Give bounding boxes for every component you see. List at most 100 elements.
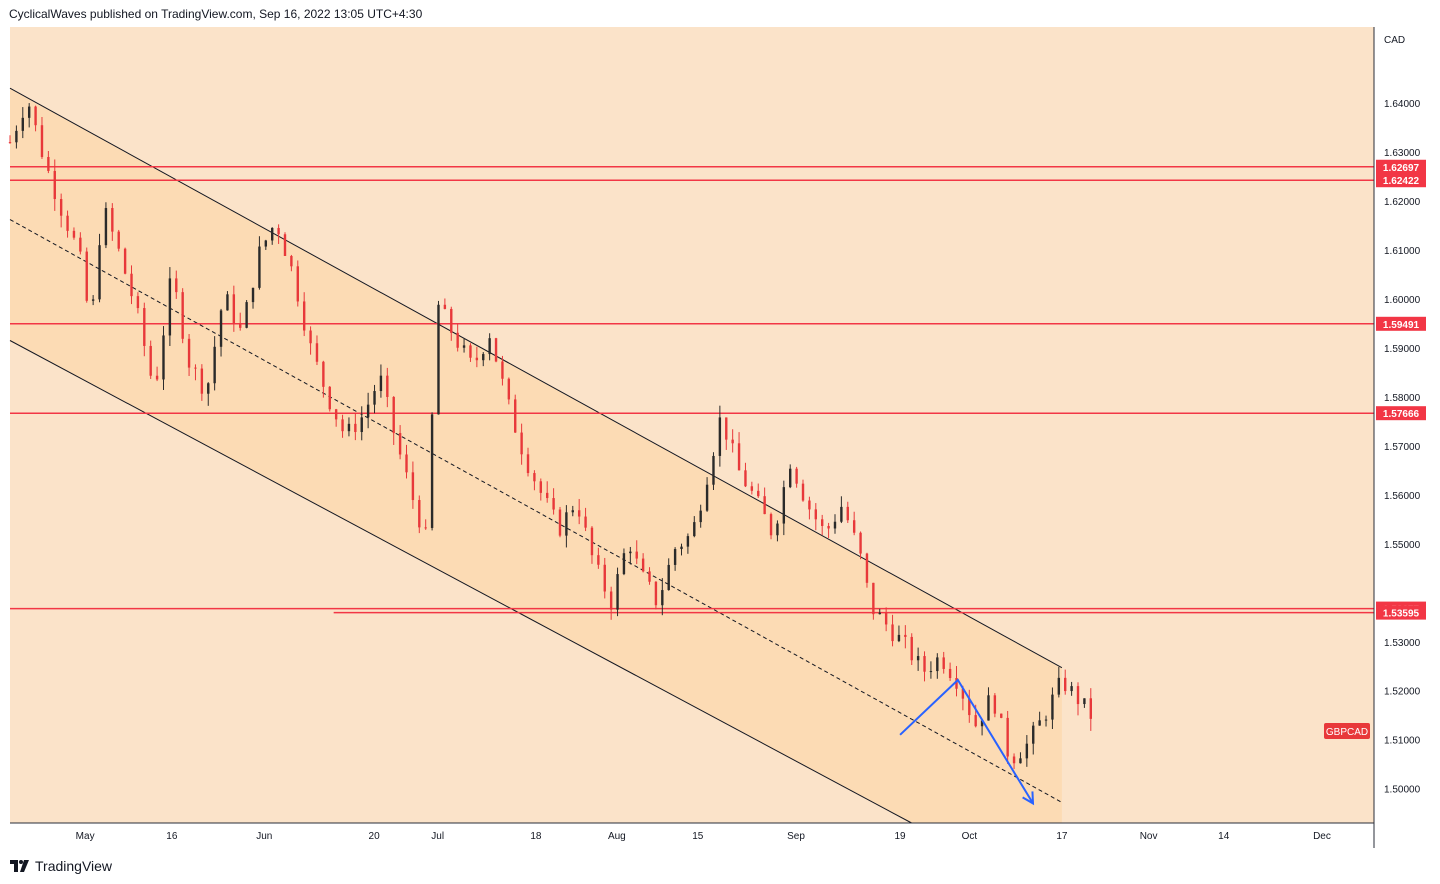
candle-body bbox=[66, 215, 69, 231]
price-tick-label: 1.58000 bbox=[1384, 393, 1421, 404]
candle-body bbox=[239, 323, 242, 328]
candle-body bbox=[789, 468, 792, 488]
time-tick-label: Aug bbox=[608, 831, 626, 842]
candle-body bbox=[130, 273, 133, 297]
candle-body bbox=[629, 551, 632, 554]
publisher-header: CyclicalWaves published on TradingView.c… bbox=[9, 7, 423, 21]
candle-body bbox=[725, 417, 728, 440]
candle-body bbox=[123, 248, 127, 274]
price-tick-label: 1.57000 bbox=[1384, 442, 1421, 453]
candle-body bbox=[884, 612, 888, 625]
level-labels: 1.626971.624221.594911.576661.536771.535… bbox=[1376, 159, 1426, 620]
candle-body bbox=[1019, 758, 1022, 764]
candle-body bbox=[398, 433, 402, 455]
time-tick-label: Dec bbox=[1313, 831, 1331, 842]
candle-body bbox=[450, 308, 453, 333]
candle-body bbox=[948, 668, 952, 679]
candle-body bbox=[936, 657, 939, 672]
symbol-label: GBPCAD bbox=[1326, 727, 1368, 738]
candle-body bbox=[98, 245, 101, 300]
candle-body bbox=[15, 130, 18, 143]
channel-fill bbox=[10, 88, 1062, 823]
candle-body bbox=[705, 484, 709, 511]
candle-body bbox=[482, 354, 485, 361]
candle-body bbox=[91, 299, 95, 301]
candle-body bbox=[354, 423, 357, 433]
candle-body bbox=[757, 490, 760, 497]
candle-body bbox=[923, 656, 926, 672]
candle-body bbox=[328, 386, 331, 410]
candle-body bbox=[1076, 686, 1080, 705]
candle-body bbox=[820, 519, 824, 526]
candle-body bbox=[27, 106, 31, 118]
level-lines bbox=[10, 166, 1374, 614]
candle-body bbox=[379, 375, 383, 392]
candle-body bbox=[891, 624, 894, 642]
level-label: 1.59491 bbox=[1383, 320, 1420, 331]
candle-body bbox=[418, 500, 421, 528]
candle-body bbox=[72, 230, 76, 238]
time-tick-label: May bbox=[76, 831, 95, 842]
candle-body bbox=[673, 549, 677, 565]
candle-body bbox=[667, 564, 670, 591]
time-axis[interactable]: May 16 Jun 20 Jul 18 Aug 15 Sep 19 Oct 17 Nov 14 Dec bbox=[76, 831, 1331, 842]
level-label-bg bbox=[1376, 159, 1426, 174]
candle-body bbox=[430, 414, 434, 528]
candle-body bbox=[219, 310, 223, 347]
candle-body bbox=[622, 553, 626, 575]
candle-body bbox=[859, 532, 862, 554]
price-tick-label: 1.61000 bbox=[1384, 246, 1421, 257]
candle-body bbox=[1038, 720, 1041, 726]
candle-body bbox=[520, 432, 523, 455]
forecast-arrow-line bbox=[899, 678, 1034, 804]
candle-body bbox=[258, 246, 261, 288]
candle-body bbox=[763, 496, 766, 515]
candle-body bbox=[590, 527, 594, 556]
level-label-bg bbox=[1376, 406, 1426, 421]
candle-body bbox=[942, 657, 945, 669]
candle-body bbox=[878, 612, 881, 615]
candle-body bbox=[501, 361, 504, 379]
candle-body bbox=[456, 332, 459, 348]
tradingview-footer[interactable]: TradingView bbox=[10, 858, 112, 874]
price-axis[interactable]: CAD 1.64000 1.63000 1.62000 1.61000 1.60000 1… bbox=[1384, 35, 1421, 796]
candle-body bbox=[904, 634, 907, 637]
tradingview-brand: TradingView bbox=[35, 858, 113, 874]
level-label: 1.62697 bbox=[1383, 163, 1420, 174]
tradingview-logo-icon bbox=[10, 860, 29, 872]
candle-body bbox=[334, 409, 338, 420]
time-tick-label: 16 bbox=[166, 831, 178, 842]
time-tick-label: Jul bbox=[431, 831, 444, 842]
candle-body bbox=[833, 521, 837, 529]
currency-label: CAD bbox=[1384, 35, 1405, 46]
candle-body bbox=[168, 278, 172, 336]
candle-body bbox=[59, 199, 63, 216]
candle-body bbox=[1032, 725, 1035, 744]
level-label: 1.62422 bbox=[1383, 176, 1420, 187]
candle-body bbox=[392, 396, 395, 434]
level-label-bg bbox=[1376, 173, 1426, 188]
candle-body bbox=[162, 335, 165, 380]
candle-body bbox=[897, 634, 901, 642]
candle-body bbox=[661, 590, 664, 606]
candle-body bbox=[277, 227, 280, 235]
candle-body bbox=[731, 439, 734, 444]
candle-body bbox=[584, 516, 587, 528]
candle-body bbox=[782, 487, 786, 524]
channel-upper-line bbox=[9, 87, 1063, 669]
level-label: 1.57666 bbox=[1383, 409, 1420, 420]
forecast-arrow-head bbox=[1022, 791, 1035, 806]
candle-body bbox=[546, 492, 549, 499]
candle-body bbox=[290, 255, 293, 267]
candle-body bbox=[654, 581, 658, 606]
candle-body bbox=[865, 553, 869, 583]
candle-body bbox=[155, 375, 159, 380]
candle-body bbox=[1083, 698, 1086, 705]
candle-body bbox=[104, 208, 108, 246]
candle-body bbox=[961, 688, 965, 699]
candle-body bbox=[750, 486, 754, 491]
candle-body bbox=[814, 509, 818, 520]
candle-body bbox=[40, 125, 44, 157]
candle-body bbox=[801, 483, 805, 501]
